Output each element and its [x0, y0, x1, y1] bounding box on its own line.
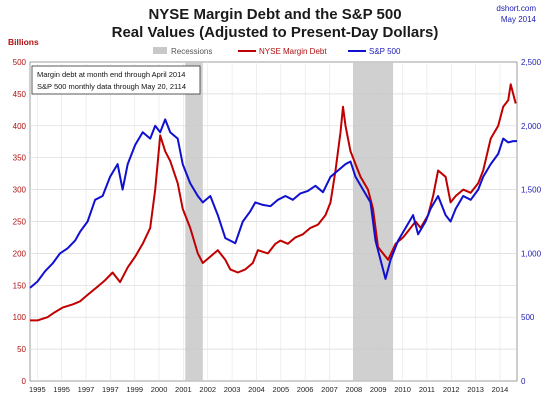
x-tick-label: 2001	[175, 385, 192, 394]
y2-tick-label: 1,500	[521, 186, 542, 195]
y-tick-label: 400	[13, 122, 27, 131]
y2-tick-label: 2,500	[521, 58, 542, 67]
x-tick-label: 2002	[199, 385, 216, 394]
x-tick-label: 2012	[443, 385, 460, 394]
series-line-margin-debt	[30, 83, 517, 322]
series-lines	[29, 83, 517, 322]
y-tick-label: 200	[13, 249, 27, 258]
x-tick-label: 1997	[102, 385, 119, 394]
y-tick-label: 150	[13, 281, 27, 290]
recession-band	[185, 62, 203, 381]
y-tick-label: 350	[13, 154, 27, 163]
x-tick-label: 2011	[419, 385, 435, 394]
y-tick-label: 300	[13, 186, 27, 195]
date-label: May 2014	[501, 15, 537, 24]
y-tick-label: 50	[17, 345, 26, 354]
recession-bands	[185, 62, 394, 381]
y-axis-left: 0 50 100 150 200 250 300 350 400 450 500	[13, 58, 27, 386]
y-tick-label: 500	[13, 58, 27, 67]
series-line-sp500	[29, 118, 517, 289]
x-tick-label: 2008	[346, 385, 363, 394]
x-tick-label: 2014	[492, 385, 509, 394]
source-label: dshort.com	[496, 4, 536, 13]
y2-tick-label: 2,000	[521, 122, 542, 131]
note-line-2: S&P 500 monthly data through May 20, 211…	[37, 82, 186, 91]
legend-swatch-recessions	[153, 47, 167, 54]
x-tick-label: 2007	[321, 385, 338, 394]
legend-label-recessions: Recessions	[171, 47, 212, 56]
x-tick-label: 2003	[224, 385, 241, 394]
x-tick-label: 2013	[467, 385, 484, 394]
y-tick-label: 0	[22, 377, 27, 386]
y-axis-right: 0 500 1,000 1,500 2,000 2,500	[521, 58, 542, 386]
y-axis-title: Billions	[8, 37, 39, 47]
x-tick-label: 1997	[78, 385, 95, 394]
x-tick-label: 2010	[394, 385, 411, 394]
y-tick-label: 100	[13, 313, 27, 322]
note-box: Margin debt at month end through April 2…	[31, 65, 201, 95]
x-axis: 1995 1995 1997 1997 1999 2000 2001 2002 2003 2004…	[29, 385, 508, 394]
y-tick-label: 450	[13, 90, 27, 99]
x-tick-label: 2005	[272, 385, 289, 394]
y2-tick-label: 1,000	[521, 249, 542, 258]
y-tick-label: 250	[13, 218, 27, 227]
note-line-1: Margin debt at month end through April 2…	[37, 70, 185, 79]
x-tick-label: 2004	[248, 385, 265, 394]
y2-tick-label: 500	[521, 313, 535, 322]
chart-title: NYSE Margin Debt and the S&P 500	[148, 6, 401, 23]
note-box-frame	[31, 65, 201, 95]
x-tick-label: 2009	[370, 385, 387, 394]
legend-label-margin-debt: NYSE Margin Debt	[259, 47, 327, 56]
chart-subtitle: Real Values (Adjusted to Present-Day Dol…	[112, 24, 439, 41]
x-tick-label: 1995	[53, 385, 70, 394]
y2-tick-label: 0	[521, 377, 526, 386]
x-tick-label: 1995	[29, 385, 46, 394]
legend: Recessions NYSE Margin Debt S&P 500	[153, 47, 401, 56]
legend-label-sp500: S&P 500	[369, 47, 401, 56]
x-tick-label: 2006	[297, 385, 314, 394]
x-tick-label: 2000	[151, 385, 168, 394]
x-tick-label: 1999	[126, 385, 143, 394]
